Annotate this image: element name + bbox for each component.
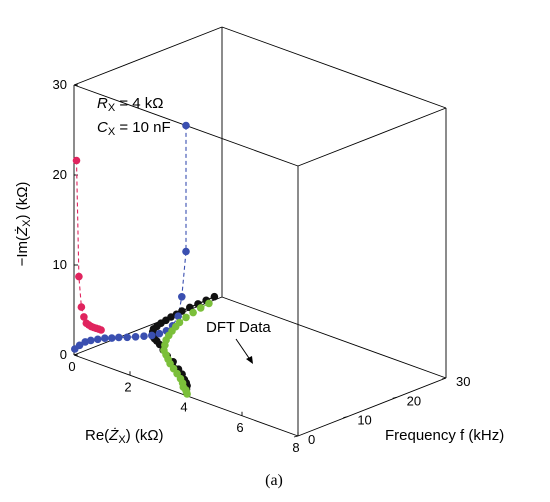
re-tick-label: 6 <box>236 420 243 435</box>
projection-re-im-point <box>115 333 123 342</box>
freq-tick-mark <box>293 435 299 438</box>
re-tick-label: 0 <box>68 359 75 374</box>
projection-re-im-point <box>75 341 84 350</box>
projection-re-im-point <box>101 334 109 343</box>
annotation-cx-subscript: X <box>108 126 116 138</box>
box-edge-11 <box>73 26 223 86</box>
annotation-cx-value: = 10 nF <box>115 119 170 136</box>
projection-re-im-point <box>174 312 182 321</box>
dft-data-arrow-line <box>235 338 252 362</box>
y-axis-label-symbol: Ż <box>14 226 31 237</box>
freq-tick-label: 0 <box>308 432 315 447</box>
projection-re-im-point <box>182 121 190 130</box>
annotation-rx-value: = 4 kΩ <box>115 95 163 112</box>
projection-re-im-point <box>131 333 140 341</box>
projection-re-im-point <box>182 247 190 256</box>
box-edge-2 <box>297 377 447 437</box>
im-tick-label: 20 <box>53 167 67 182</box>
y-axis-label-prefix: −Im( <box>14 236 31 266</box>
projection-re-f-point <box>196 304 205 312</box>
box-edge-10 <box>221 26 447 109</box>
freq-axis-label: Frequency f (kHz) <box>385 427 504 444</box>
figure-caption: (a) <box>265 472 283 489</box>
re-tick-label: 8 <box>292 440 299 455</box>
freq-tick-mark <box>392 396 397 399</box>
freq-tick-label: 10 <box>357 413 371 428</box>
freq-tick-mark <box>441 377 447 380</box>
projection-re-im-point <box>87 336 95 345</box>
projection-re-im-point <box>148 331 156 340</box>
axes-box <box>73 26 447 438</box>
projection-re-im-point <box>123 333 131 342</box>
annotation-cx: CX = 10 nF <box>97 119 171 138</box>
im-tick-label: 30 <box>53 77 67 92</box>
freq-tick-mark <box>343 416 348 419</box>
projection-re-im-point <box>155 329 164 338</box>
series-points <box>71 121 219 398</box>
dft-data-arrow-head <box>246 356 253 364</box>
projection-im-f-point <box>77 303 86 311</box>
projection-re-f-point <box>182 313 190 322</box>
annotation-rx-subscript: X <box>108 102 116 114</box>
x-axis-label-symbol: Ż <box>108 427 119 444</box>
x-axis-label-subscript: X <box>118 434 126 446</box>
re-tick-label: 2 <box>124 379 131 394</box>
freq-tick-label: 20 <box>407 393 421 408</box>
projection-re-f-point <box>189 308 197 317</box>
x-axis-label-suffix: ) (kΩ) <box>126 427 164 444</box>
re-tick-label: 4 <box>180 400 187 415</box>
dft-data-label: DFT Data <box>206 319 271 336</box>
3d-locus-point <box>210 292 219 301</box>
projection-re-f-point <box>205 299 213 308</box>
series-lines <box>74 125 215 395</box>
annotation-cx-symbol: C <box>97 119 108 136</box>
box-edge-9 <box>297 107 447 167</box>
im-tick-label: 0 <box>60 347 67 362</box>
freq-tick-label: 30 <box>456 374 470 389</box>
y-axis-label: −Im(ŻX) (kΩ) <box>14 182 33 267</box>
projection-im-f-point <box>72 156 81 165</box>
projection-re-im-point <box>108 334 116 342</box>
annotation-rx-symbol: R <box>97 95 108 112</box>
y-axis-label-suffix: ) (kΩ) <box>14 182 31 220</box>
box-edge-3 <box>221 296 447 379</box>
projection-im-f-point <box>75 272 83 281</box>
projection-re-f-point <box>175 318 184 327</box>
projection-im-f-point <box>80 313 88 321</box>
projection-im-f-point <box>97 326 105 334</box>
projection-re-im-point <box>94 335 102 344</box>
x-axis-label: Re(ŻX) (kΩ) <box>85 427 164 446</box>
projection-re-im-point <box>178 293 186 301</box>
y-axis-label-subscript: X <box>21 219 33 227</box>
x-axis-label-prefix: Re( <box>85 427 109 444</box>
annotation-rx: RX = 4 kΩ <box>97 95 164 114</box>
im-tick-label: 10 <box>53 257 67 272</box>
projection-re-im-point <box>140 332 148 341</box>
